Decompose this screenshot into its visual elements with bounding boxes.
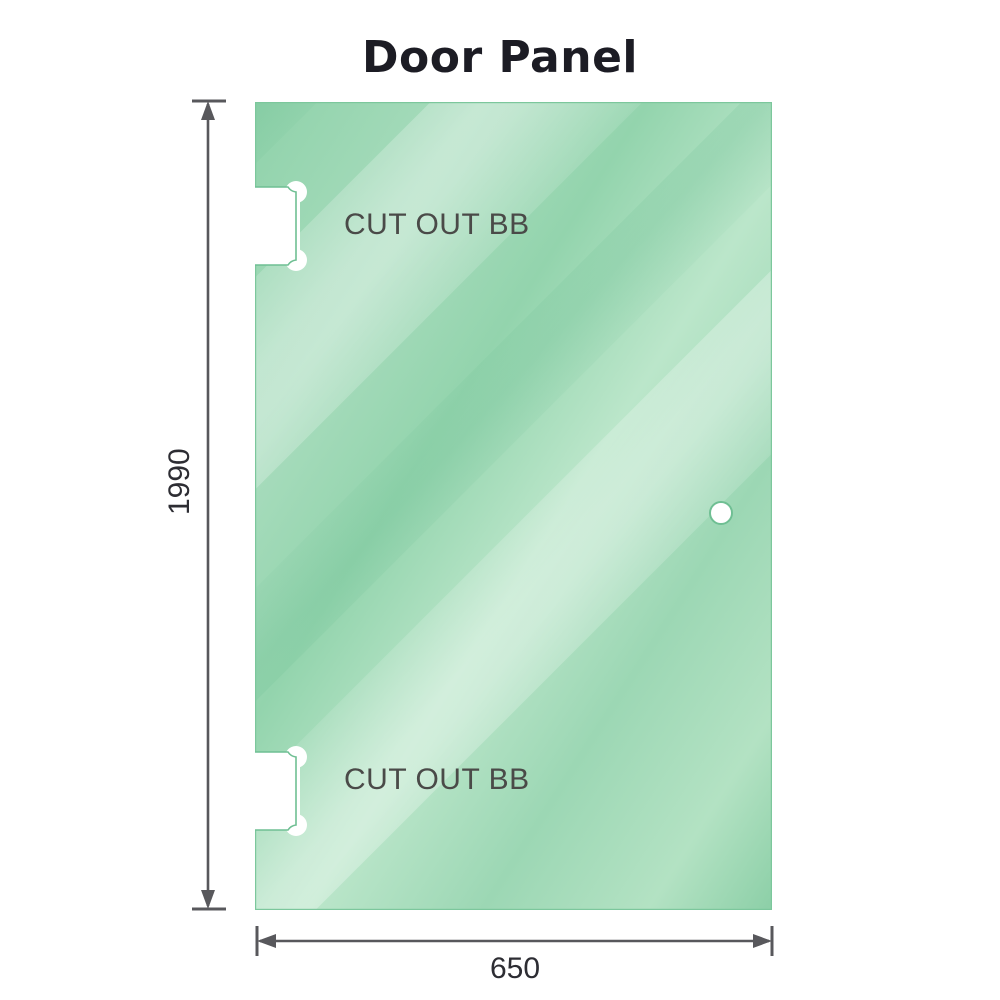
- handle-hole-outline: [709, 501, 733, 525]
- width-dimension: [245, 922, 785, 962]
- cut-out-bottom-outline: [255, 751, 297, 831]
- cut-out-top-outline: [255, 186, 297, 266]
- height-dimension-label: 1990: [163, 448, 196, 515]
- panel-graphic: [255, 102, 772, 910]
- cut-out-top-label: CUT OUT BB: [344, 208, 530, 241]
- cut-out-bottom-label: CUT OUT BB: [344, 763, 530, 796]
- width-dimension-label: 650: [489, 952, 541, 985]
- height-dimension: [186, 92, 230, 918]
- width-dimension-graphic: [255, 926, 774, 956]
- height-dimension-graphic: [192, 99, 226, 911]
- page-title: Door Panel: [361, 32, 638, 83]
- glass-door-panel: [255, 102, 772, 910]
